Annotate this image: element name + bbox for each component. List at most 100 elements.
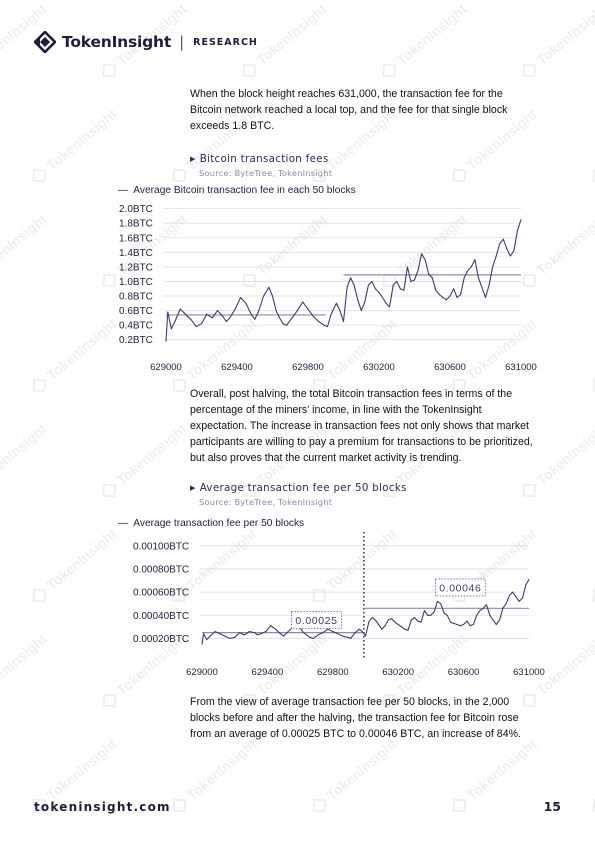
data-point — [291, 627, 293, 629]
footer-url[interactable]: tokeninsight.com — [34, 800, 171, 814]
watermark-text: TokenInsight — [113, 210, 189, 278]
data-point — [520, 219, 522, 221]
y-tick-label: 0.6BTC — [119, 306, 153, 317]
data-point — [353, 633, 355, 635]
data-point — [399, 288, 401, 290]
data-point — [279, 317, 281, 319]
caret-right-icon: ▶ — [190, 484, 196, 492]
data-point — [456, 624, 458, 625]
watermark: TokenInsight — [382, 0, 470, 78]
watermark: TokenInsight — [382, 210, 470, 288]
x-tick-label: 631000 — [505, 362, 537, 373]
watermark-logo-icon — [172, 798, 187, 813]
data-point — [518, 600, 520, 602]
y-tick-label: 1.6BTC — [119, 233, 153, 244]
paragraph-2: Overall, post halving, the total Bitcoin… — [190, 388, 533, 464]
data-point — [433, 611, 435, 613]
data-point — [174, 321, 176, 322]
data-point — [394, 621, 396, 623]
data-point — [396, 281, 398, 282]
data-point — [253, 632, 255, 634]
data-point — [291, 317, 293, 319]
watermark-text: TokenInsight — [323, 315, 399, 383]
data-point — [367, 284, 369, 286]
data-point — [486, 604, 487, 606]
data-point — [378, 291, 380, 293]
watermark-text: TokenInsight — [253, 0, 329, 68]
legend-line-icon: — — [118, 185, 129, 196]
data-point — [330, 313, 332, 315]
watermark-text: TokenInsight — [113, 630, 189, 698]
data-point — [286, 632, 288, 634]
data-point — [306, 634, 308, 636]
data-point — [381, 628, 383, 630]
watermark-text: TokenInsight — [463, 525, 539, 593]
y-tick-label: 1.4BTC — [119, 248, 153, 259]
watermark: TokenInsight — [32, 315, 120, 393]
watermark-logo-icon — [242, 63, 257, 78]
data-point — [257, 634, 259, 636]
watermark-logo-icon — [522, 273, 537, 288]
data-point — [268, 286, 270, 288]
data-point — [302, 632, 304, 634]
data-point — [404, 628, 406, 630]
data-point — [509, 255, 511, 257]
data-point — [508, 595, 510, 597]
series-line — [201, 579, 530, 645]
y-tick-label: 0.00040BTC — [133, 611, 189, 622]
watermark-text: TokenInsight — [533, 630, 595, 698]
data-point — [481, 286, 483, 288]
data-point — [185, 313, 186, 315]
watermark-logo-icon — [382, 273, 397, 288]
data-point — [467, 270, 469, 271]
data-point — [385, 302, 387, 304]
chart2-source: Source: ByteTree, TokenInsight — [199, 497, 333, 507]
watermark: TokenInsight — [102, 210, 190, 288]
x-tick-label: 629000 — [150, 362, 182, 373]
x-tick-label: 630600 — [434, 362, 466, 373]
watermark-text: TokenInsight — [43, 735, 119, 803]
watermark-logo-icon — [32, 588, 47, 603]
data-point — [453, 622, 455, 624]
watermark-text: TokenInsight — [0, 420, 50, 488]
data-point — [495, 255, 497, 257]
data-point — [309, 636, 311, 638]
data-point — [406, 266, 408, 268]
data-point — [495, 624, 497, 625]
data-point — [472, 624, 474, 625]
data-point — [327, 326, 328, 328]
data-point — [525, 584, 527, 586]
data-point — [296, 621, 298, 623]
watermark: TokenInsight — [0, 630, 50, 698]
watermark-logo-icon — [172, 168, 187, 183]
data-point — [286, 324, 288, 326]
data-point — [502, 238, 504, 240]
data-point — [322, 632, 324, 634]
watermark: TokenInsight — [172, 735, 260, 813]
y-tick-label: 0.00060BTC — [133, 588, 189, 599]
data-point — [347, 636, 348, 638]
data-point — [217, 310, 218, 312]
data-point — [296, 310, 298, 312]
chart1-source: Source: ByteTree, TokenInsight — [199, 168, 333, 178]
data-point — [307, 308, 309, 310]
data-point — [414, 617, 416, 619]
x-tick-label: 630200 — [382, 667, 414, 678]
data-point — [361, 631, 363, 632]
data-point — [270, 625, 272, 627]
data-point — [460, 294, 462, 296]
watermark: TokenInsight — [592, 798, 595, 813]
data-point — [482, 607, 484, 609]
data-point — [470, 266, 472, 268]
y-tick-label: 0.8BTC — [119, 292, 153, 303]
watermark-text: TokenInsight — [183, 525, 259, 593]
data-point — [358, 628, 360, 630]
watermark: TokenInsight — [592, 588, 595, 603]
data-point — [211, 317, 213, 319]
watermark-logo-icon — [32, 168, 47, 183]
chart2-legend: — Average transaction fee per 50 blocks — [118, 518, 304, 529]
data-point — [397, 624, 399, 625]
data-point — [257, 311, 259, 313]
data-point — [506, 248, 508, 250]
data-point — [423, 610, 425, 612]
